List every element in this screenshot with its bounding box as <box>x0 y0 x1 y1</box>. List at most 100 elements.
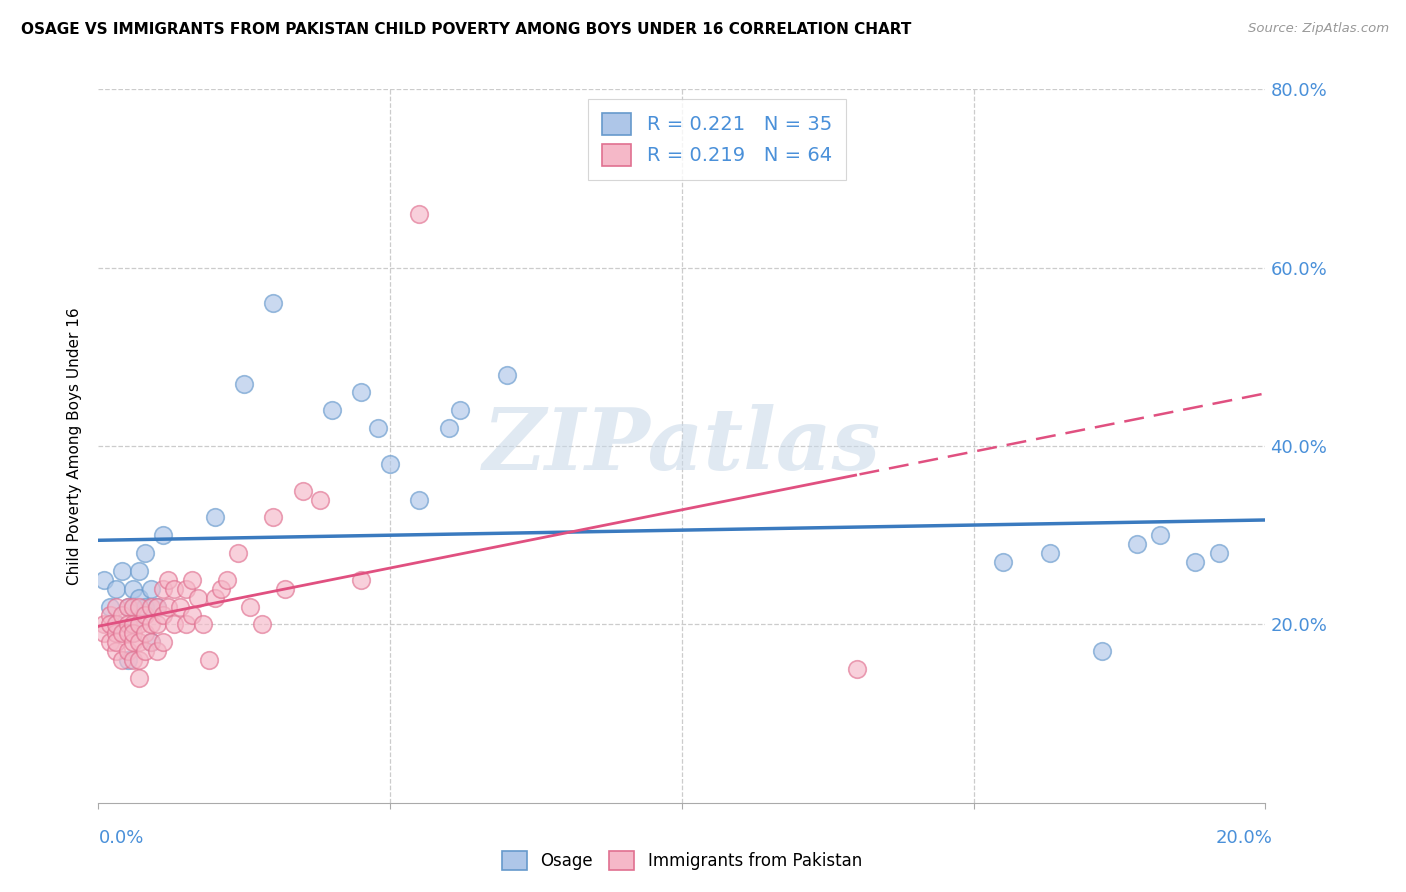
Point <box>163 617 186 632</box>
Point <box>122 582 145 596</box>
Point <box>1038 546 1060 560</box>
Point <box>104 635 127 649</box>
Point <box>134 608 156 623</box>
Point <box>117 617 139 632</box>
Point <box>98 617 121 632</box>
Point <box>350 573 373 587</box>
Text: 0.0%: 0.0% <box>98 829 143 847</box>
Text: Source: ZipAtlas.com: Source: ZipAtlas.com <box>1249 22 1389 36</box>
Point <box>139 582 162 596</box>
Point <box>98 608 121 623</box>
Point <box>122 653 145 667</box>
Point <box>321 403 343 417</box>
Point <box>98 635 121 649</box>
Point <box>163 582 186 596</box>
Point <box>378 457 402 471</box>
Point <box>228 546 250 560</box>
Point <box>146 617 169 632</box>
Text: ZIPatlas: ZIPatlas <box>482 404 882 488</box>
Point <box>117 653 139 667</box>
Point <box>134 626 156 640</box>
Point <box>134 546 156 560</box>
Point <box>408 207 430 221</box>
Point <box>104 626 127 640</box>
Point <box>152 635 174 649</box>
Point <box>845 662 868 676</box>
Point <box>174 617 197 632</box>
Point <box>122 599 145 614</box>
Point <box>146 644 169 658</box>
Point <box>117 599 139 614</box>
Point <box>1184 555 1206 569</box>
Point <box>93 617 115 632</box>
Point <box>198 653 221 667</box>
Point <box>122 617 145 632</box>
Point <box>111 564 134 578</box>
Point <box>111 653 134 667</box>
Point <box>134 644 156 658</box>
Point <box>122 617 145 632</box>
Y-axis label: Child Poverty Among Boys Under 16: Child Poverty Among Boys Under 16 <box>67 307 83 585</box>
Point <box>104 599 127 614</box>
Point <box>209 582 232 596</box>
Point <box>449 403 471 417</box>
Point <box>1126 537 1149 551</box>
Point <box>104 617 127 632</box>
Point <box>128 591 150 605</box>
Point <box>157 573 180 587</box>
Point <box>157 599 180 614</box>
Point <box>139 617 162 632</box>
Point <box>128 564 150 578</box>
Point <box>128 635 150 649</box>
Point <box>291 483 314 498</box>
Point <box>104 644 127 658</box>
Point <box>111 608 134 623</box>
Point <box>146 599 169 614</box>
Point <box>250 617 273 632</box>
Point <box>122 626 145 640</box>
Point <box>437 421 460 435</box>
Point <box>495 368 517 382</box>
Point <box>193 617 215 632</box>
Text: 20.0%: 20.0% <box>1216 829 1272 847</box>
Point <box>991 555 1014 569</box>
Point <box>169 599 191 614</box>
Point <box>262 510 284 524</box>
Point <box>128 671 150 685</box>
Point <box>93 573 115 587</box>
Point <box>174 582 197 596</box>
Point <box>111 626 134 640</box>
Point <box>98 599 121 614</box>
Point <box>408 492 430 507</box>
Point <box>117 626 139 640</box>
Point <box>309 492 332 507</box>
Point <box>117 644 139 658</box>
Point <box>274 582 297 596</box>
Point <box>350 385 373 400</box>
Point <box>128 617 150 632</box>
Legend: Osage, Immigrants from Pakistan: Osage, Immigrants from Pakistan <box>495 844 869 877</box>
Point <box>152 582 174 596</box>
Point <box>128 653 150 667</box>
Point <box>93 626 115 640</box>
Point <box>139 635 162 649</box>
Point <box>139 635 162 649</box>
Point <box>204 510 226 524</box>
Text: OSAGE VS IMMIGRANTS FROM PAKISTAN CHILD POVERTY AMONG BOYS UNDER 16 CORRELATION : OSAGE VS IMMIGRANTS FROM PAKISTAN CHILD … <box>21 22 911 37</box>
Point <box>1091 644 1114 658</box>
Point <box>180 608 202 623</box>
Point <box>122 635 145 649</box>
Point <box>367 421 389 435</box>
Point <box>134 599 156 614</box>
Point <box>262 296 284 310</box>
Point <box>233 376 256 391</box>
Point <box>146 599 169 614</box>
Point <box>1208 546 1230 560</box>
Point <box>215 573 238 587</box>
Point <box>152 528 174 542</box>
Point <box>239 599 262 614</box>
Point <box>117 599 139 614</box>
Point <box>128 599 150 614</box>
Point <box>104 617 127 632</box>
Point <box>104 582 127 596</box>
